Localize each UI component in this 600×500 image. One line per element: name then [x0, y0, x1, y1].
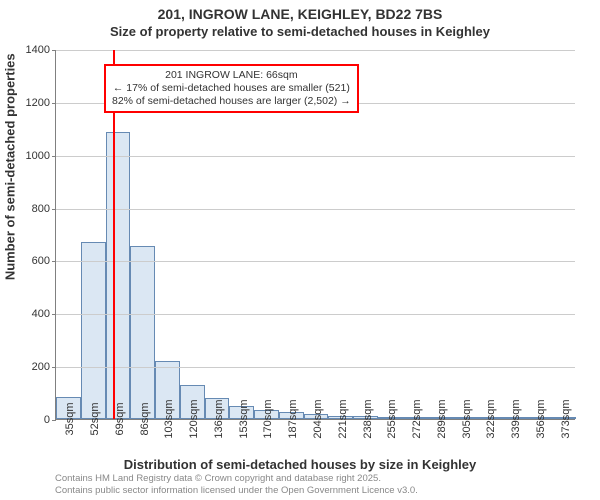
- x-tick-label: 170sqm: [262, 399, 274, 438]
- histogram-bar: [130, 246, 155, 419]
- attribution-line2: Contains public sector information licen…: [55, 485, 590, 496]
- y-gridline: [56, 314, 575, 315]
- y-gridline: [56, 209, 575, 210]
- y-tick-label: 600: [32, 255, 56, 267]
- y-tick-label: 400: [32, 308, 56, 320]
- y-tick-label: 1400: [26, 44, 56, 56]
- x-tick-label: 255sqm: [386, 399, 398, 438]
- annotation-box: 201 INGROW LANE: 66sqm← 17% of semi-deta…: [104, 64, 359, 113]
- annotation-line3: 82% of semi-detached houses are larger (…: [112, 95, 351, 108]
- x-axis-label: Distribution of semi-detached houses by …: [0, 457, 600, 472]
- x-tick-label: 136sqm: [213, 399, 225, 438]
- x-tick-label: 204sqm: [312, 399, 324, 438]
- x-tick-label: 289sqm: [436, 399, 448, 438]
- y-tick-label: 0: [44, 414, 56, 426]
- histogram-bar: [81, 242, 106, 419]
- y-axis-label: Number of semi-detached properties: [3, 53, 18, 280]
- chart-container: 201, INGROW LANE, KEIGHLEY, BD22 7BS Siz…: [0, 0, 600, 500]
- x-tick-label: 221sqm: [337, 399, 349, 438]
- chart-title-block: 201, INGROW LANE, KEIGHLEY, BD22 7BS Siz…: [0, 6, 600, 39]
- histogram-bar: [106, 132, 131, 419]
- x-tick-label: 35sqm: [64, 402, 76, 435]
- attribution-block: Contains HM Land Registry data © Crown c…: [55, 473, 590, 496]
- x-tick-label: 187sqm: [287, 399, 299, 438]
- x-tick-label: 238sqm: [362, 399, 374, 438]
- plot-area: 020040060080010001200140035sqm52sqm69sqm…: [55, 50, 575, 420]
- x-tick-label: 103sqm: [163, 399, 175, 438]
- x-tick-label: 305sqm: [461, 399, 473, 438]
- chart-title-line1: 201, INGROW LANE, KEIGHLEY, BD22 7BS: [0, 6, 600, 22]
- x-tick-label: 153sqm: [238, 399, 250, 438]
- x-tick-label: 356sqm: [535, 399, 547, 438]
- y-tick-label: 1200: [26, 97, 56, 109]
- y-gridline: [56, 367, 575, 368]
- y-tick-label: 1000: [26, 150, 56, 162]
- x-tick-label: 120sqm: [188, 399, 200, 438]
- x-tick-label: 339sqm: [510, 399, 522, 438]
- y-gridline: [56, 50, 575, 51]
- annotation-line2: ← 17% of semi-detached houses are smalle…: [112, 82, 351, 95]
- chart-title-line2: Size of property relative to semi-detach…: [0, 24, 600, 39]
- x-tick-label: 52sqm: [89, 402, 101, 435]
- x-tick-label: 373sqm: [560, 399, 572, 438]
- annotation-line1: 201 INGROW LANE: 66sqm: [112, 69, 351, 82]
- y-tick-label: 200: [32, 361, 56, 373]
- y-gridline: [56, 156, 575, 157]
- x-tick-label: 86sqm: [139, 402, 151, 435]
- y-tick-label: 800: [32, 203, 56, 215]
- x-tick-label: 322sqm: [485, 399, 497, 438]
- y-gridline: [56, 261, 575, 262]
- x-tick-label: 69sqm: [114, 402, 126, 435]
- x-tick-label: 272sqm: [411, 399, 423, 438]
- attribution-line1: Contains HM Land Registry data © Crown c…: [55, 473, 590, 484]
